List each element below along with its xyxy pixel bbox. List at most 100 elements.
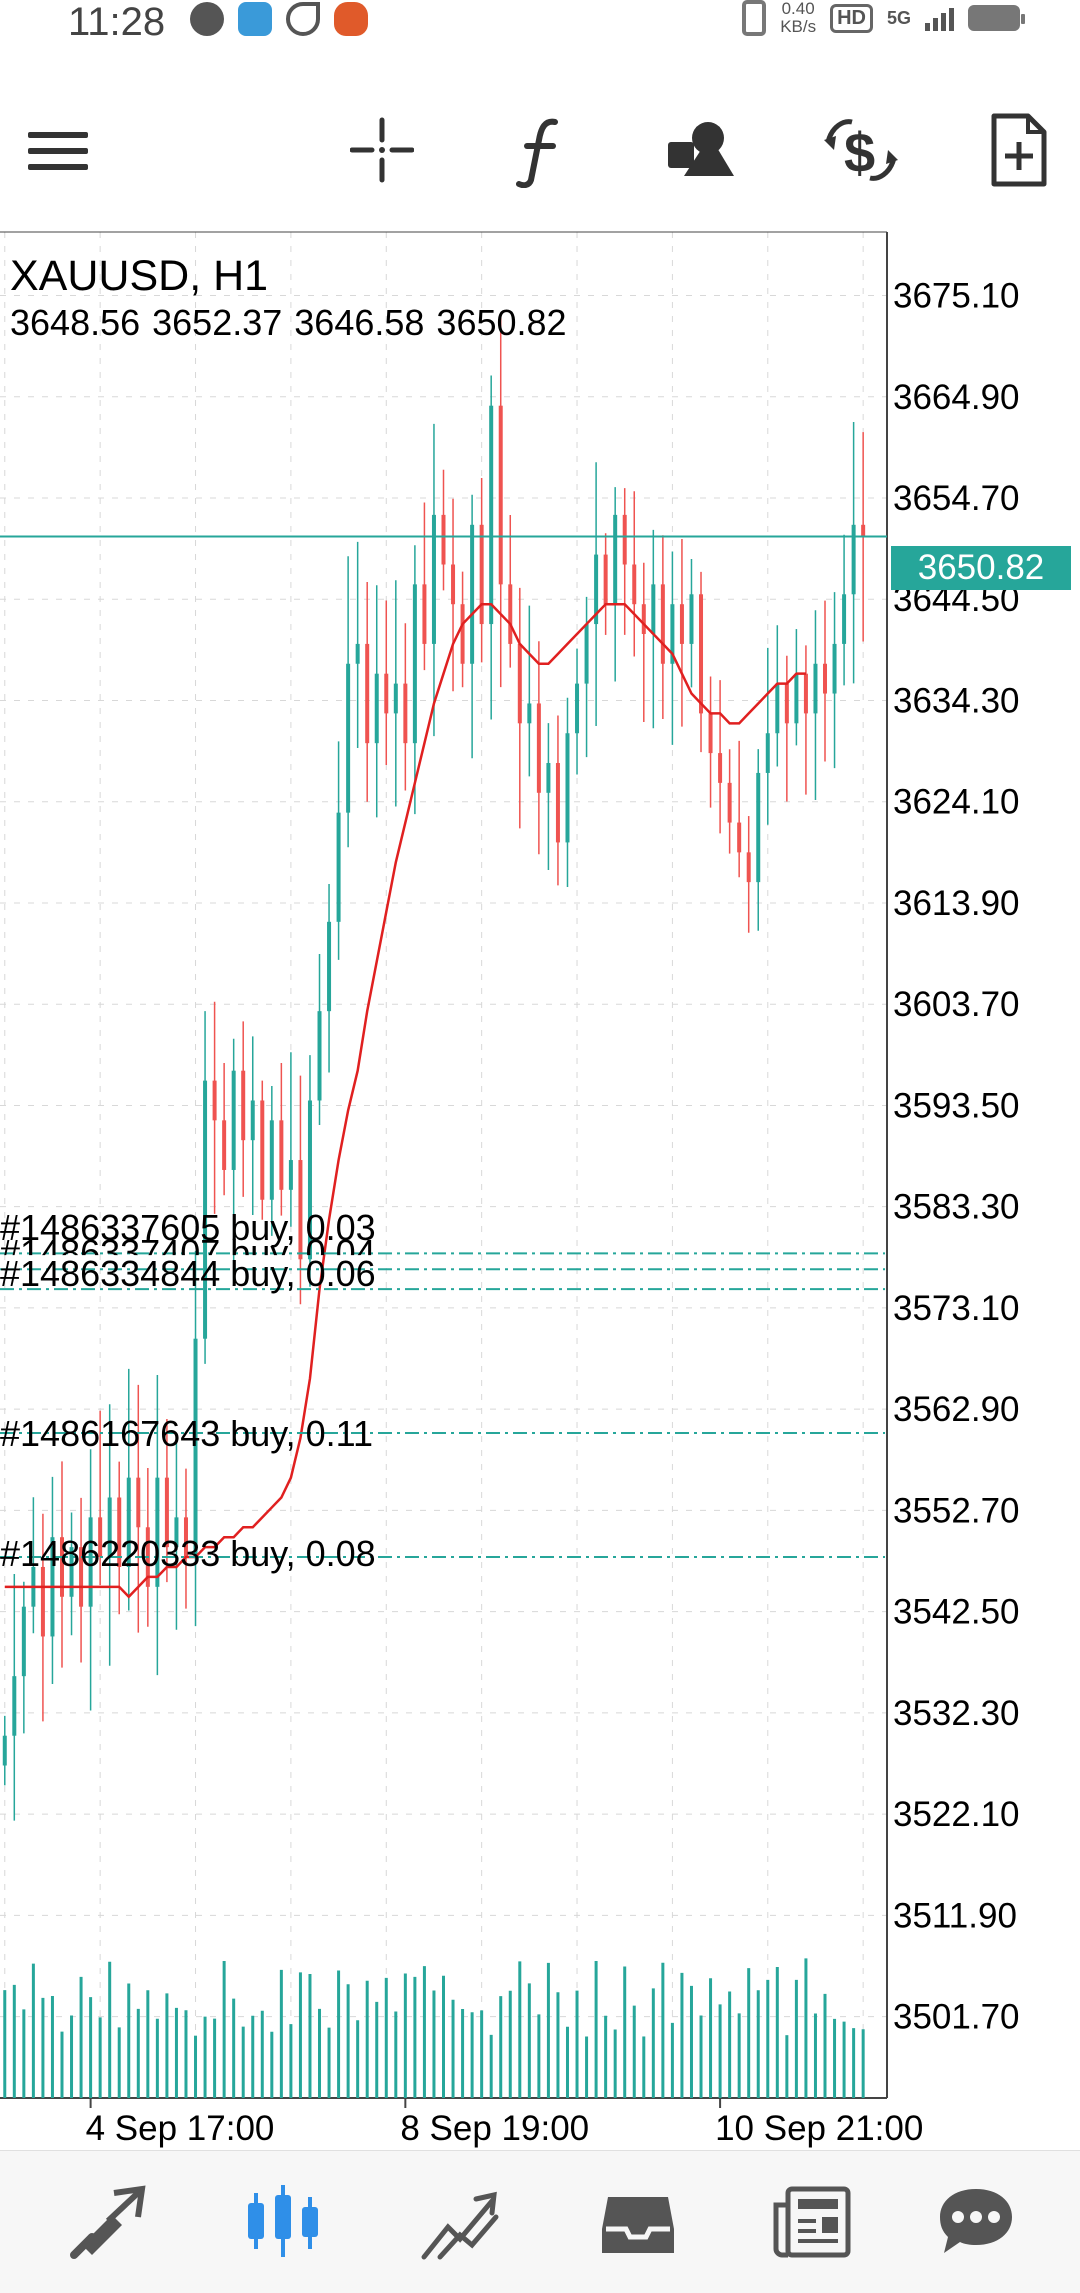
candle-body <box>155 1477 160 1587</box>
current-price-tag: 3650.82 <box>891 546 1071 590</box>
candle-body <box>269 1120 274 1200</box>
status-time: 11:28 <box>68 0 166 44</box>
candle-body <box>117 1497 122 1567</box>
candle-body <box>21 1606 26 1677</box>
candle-body <box>660 584 665 664</box>
order-label[interactable]: #1486220333 buy, 0.08 <box>0 1533 376 1574</box>
hd-badge: HD <box>830 3 873 33</box>
candle-body <box>355 643 360 664</box>
candle-body <box>374 673 379 744</box>
news-icon[interactable] <box>772 2181 852 2261</box>
candle-body <box>708 713 713 754</box>
candle-body <box>546 763 551 793</box>
candle-body <box>594 554 599 625</box>
ohlc-close: 3650.82 <box>436 302 567 343</box>
candle-body <box>98 1517 103 1558</box>
candle-body <box>727 782 732 823</box>
candle-body <box>851 524 856 595</box>
y-tick-label: 3562.90 <box>893 1390 1020 1429</box>
candle-body <box>193 1338 198 1558</box>
candle-body <box>699 594 704 714</box>
candle-body <box>222 1120 227 1170</box>
candle-body <box>765 733 770 773</box>
candle-body <box>803 673 808 714</box>
history-icon[interactable] <box>598 2181 678 2261</box>
ohlc-readout: 3648.56 3652.37 3646.58 3650.82 <box>10 302 579 344</box>
order-label[interactable]: #1486167643 buy, 0.11 <box>0 1413 374 1454</box>
candle-body <box>40 1566 45 1637</box>
candle-body <box>527 703 532 724</box>
y-tick-label: 3542.50 <box>893 1593 1020 1632</box>
candle-body <box>69 1547 74 1597</box>
wechat-icon <box>190 2 224 36</box>
trade-icon[interactable]: $ <box>822 112 900 188</box>
candle-body <box>718 753 723 783</box>
candle-body <box>365 643 370 744</box>
network-type: 5G <box>886 7 911 28</box>
candle-body <box>88 1517 93 1607</box>
y-tick-label: 3613.90 <box>893 884 1020 923</box>
candle-body <box>174 1517 179 1548</box>
candle-body <box>126 1477 131 1567</box>
status-bar: 11:28 0.40 KB/s HD 5G <box>0 0 1080 50</box>
candle-body <box>183 1517 188 1558</box>
candle-body <box>746 852 751 883</box>
candle-body <box>412 584 417 744</box>
candle-body <box>441 514 446 565</box>
ohlc-high: 3652.37 <box>152 302 283 343</box>
candle-body <box>164 1477 169 1548</box>
candle-body <box>555 763 560 843</box>
indicators-icon[interactable] <box>515 112 567 188</box>
ohlc-low: 3646.58 <box>294 302 425 343</box>
candle-body <box>260 1100 265 1200</box>
candle-body <box>613 514 618 605</box>
candlestick-chart[interactable]: 3675.103664.903654.703644.503634.303624.… <box>0 230 1080 2150</box>
svg-text:$: $ <box>844 121 875 184</box>
objects-icon[interactable] <box>666 112 736 188</box>
candle-body <box>241 1070 246 1141</box>
candle-body <box>470 524 475 664</box>
x-tick-label: 8 Sep 19:00 <box>400 2109 589 2148</box>
net-speed: 0.40 KB/s <box>780 0 817 36</box>
y-tick-label: 3634.30 <box>893 681 1020 720</box>
chat-icon[interactable] <box>936 2181 1016 2261</box>
crosshair-icon[interactable] <box>350 112 414 188</box>
candle-body <box>651 584 656 634</box>
candle-body <box>479 524 484 625</box>
missed-call-icon <box>286 2 320 36</box>
trade-icon[interactable] <box>420 2181 500 2261</box>
y-tick-label: 3573.10 <box>893 1289 1020 1328</box>
y-tick-label: 3593.50 <box>893 1086 1020 1125</box>
quotes-icon[interactable] <box>68 2181 148 2261</box>
candle-body <box>384 673 389 714</box>
candle-body <box>12 1676 17 1736</box>
battery-icon <box>968 5 1025 31</box>
order-label[interactable]: #1486337407 buy, 0.04 <box>0 1232 376 1273</box>
candle-body <box>632 564 637 605</box>
menu-icon[interactable] <box>28 112 88 188</box>
moving-average-line <box>4 602 806 1599</box>
chart-icon[interactable] <box>242 2181 324 2261</box>
y-tick-label: 3522.10 <box>893 1795 1020 1834</box>
candle-body <box>536 703 541 793</box>
candle-body <box>498 405 503 585</box>
candle-body <box>336 812 341 922</box>
order-label[interactable]: #1486334844 buy, 0.06 <box>0 1253 376 1294</box>
candle-body <box>460 604 465 664</box>
candle-body <box>489 405 494 625</box>
candle-body <box>403 683 408 744</box>
telegram-icon <box>238 2 272 36</box>
candle-body <box>203 1080 208 1339</box>
candle-body <box>79 1547 84 1607</box>
y-tick-label: 3654.70 <box>893 479 1020 518</box>
candle-body <box>136 1477 141 1528</box>
y-tick-label: 3603.70 <box>893 985 1020 1024</box>
candle-body <box>451 564 456 605</box>
candle-body <box>288 1160 293 1190</box>
x-tick-label: 4 Sep 17:00 <box>86 2109 275 2148</box>
candle-body <box>393 683 398 714</box>
new-order-icon[interactable] <box>990 112 1048 188</box>
y-tick-label: 3511.90 <box>893 1896 1017 1935</box>
candle-body <box>307 1100 312 1260</box>
order-label[interactable]: #1486337605 buy, 0.03 <box>0 1207 376 1248</box>
